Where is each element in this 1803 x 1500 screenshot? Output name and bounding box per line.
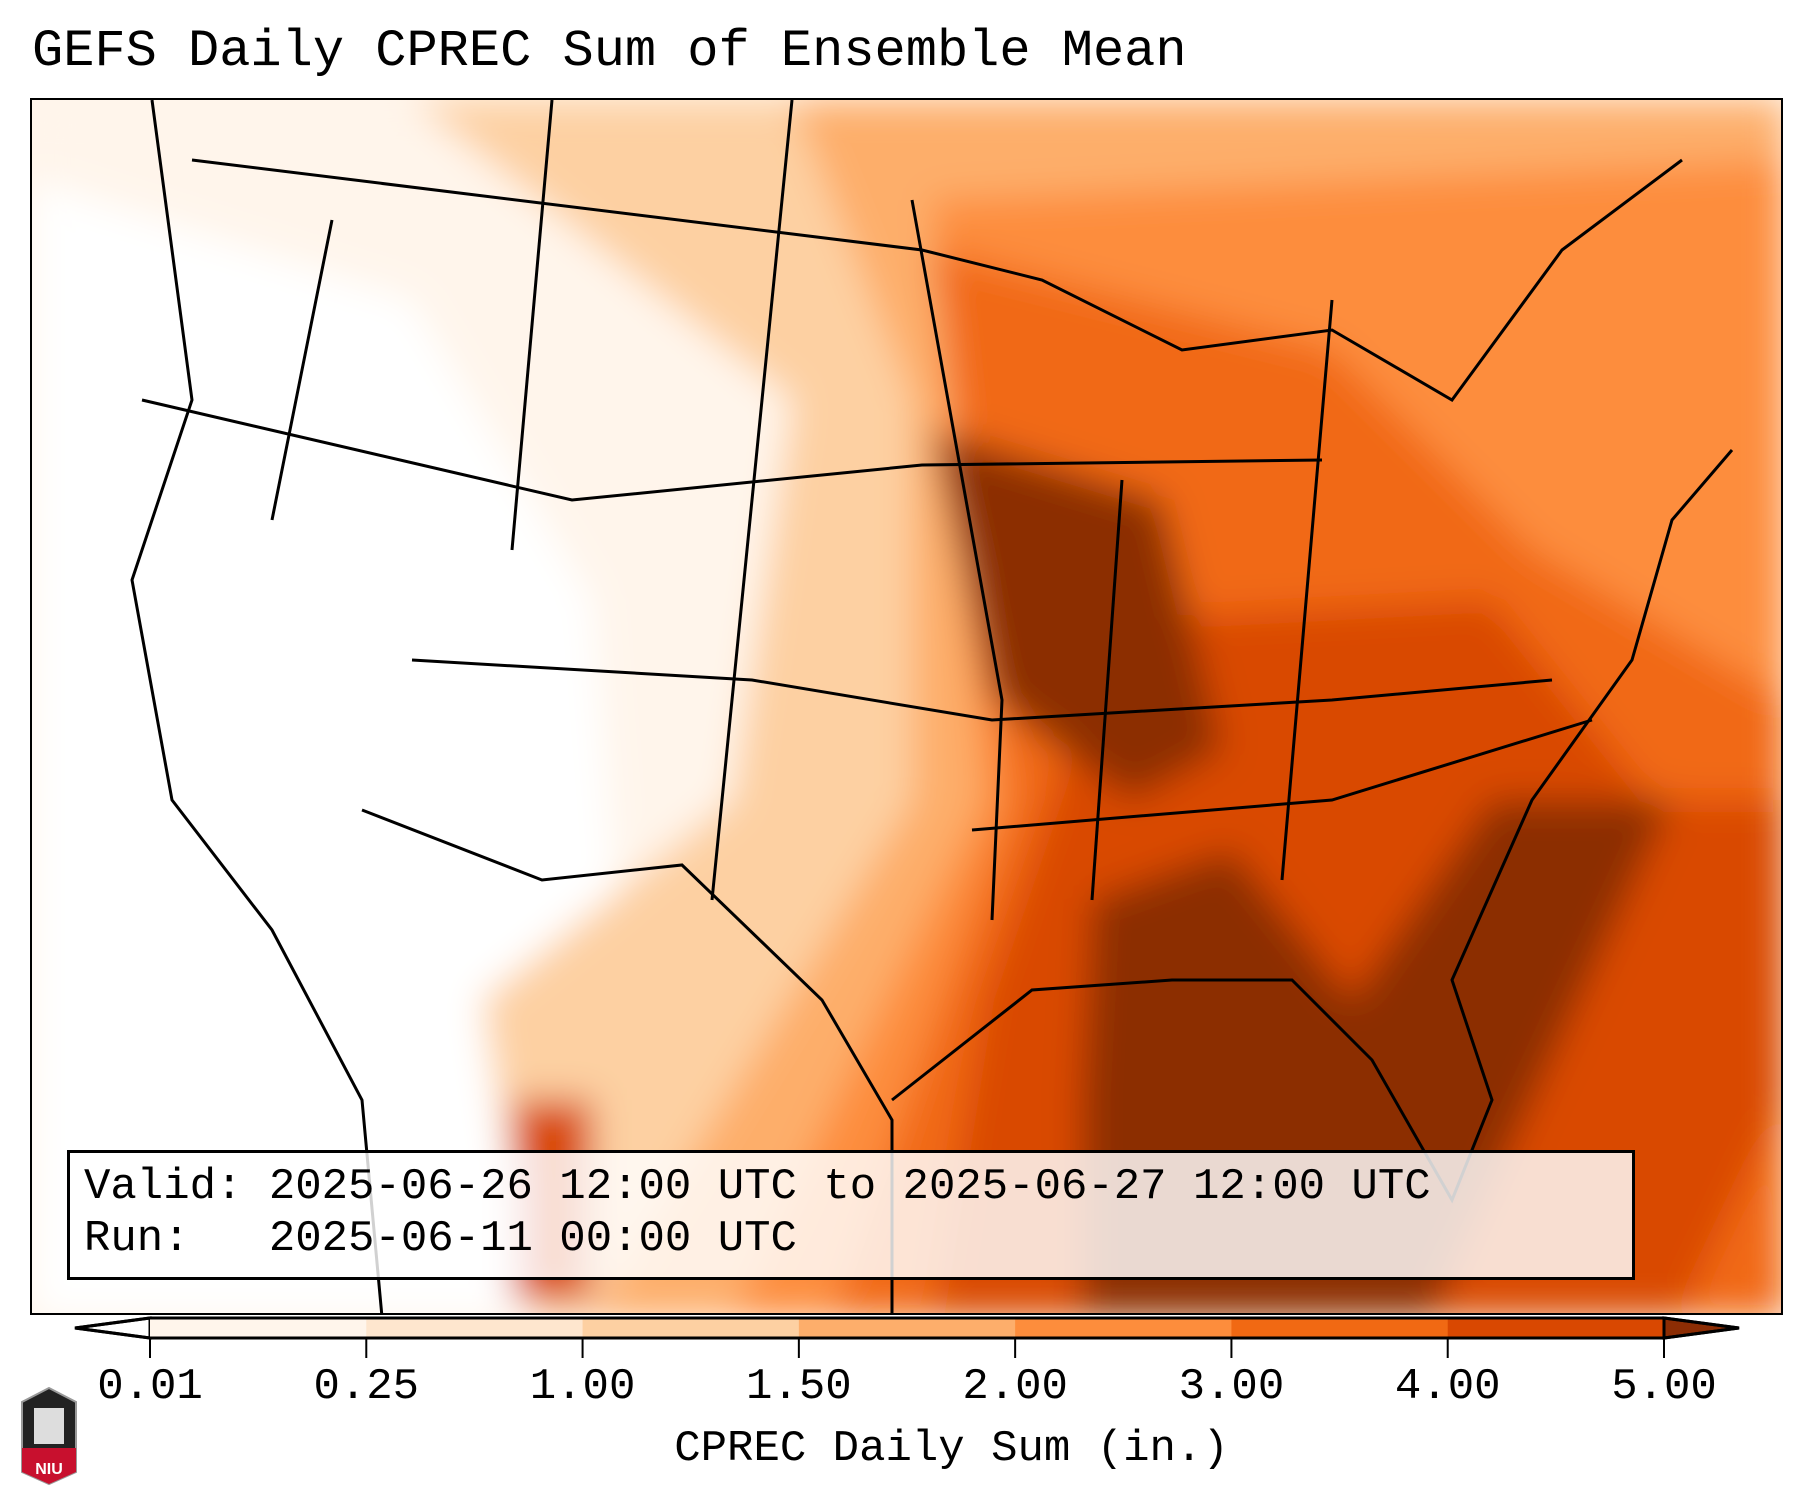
state-line-3 [270,219,334,521]
colorbar-bin-1 [366,1318,584,1338]
colorbar-over-triangle [1662,1316,1740,1340]
colorbar-under-triangle [74,1316,152,1340]
colorbar-tick-label: 4.00 [1394,1362,1501,1412]
colorbar-outline [74,1316,1740,1340]
colorbar-tick-label: 2.00 [962,1362,1068,1412]
run-value: 2025-06-11 00:00 UTC [268,1214,797,1264]
map-svg [32,100,1781,1313]
state-line-8 [1280,299,1334,881]
state-line-6 [910,199,1004,921]
state-line-1 [141,398,1323,502]
colorbar-tick-label: 0.25 [313,1362,420,1412]
colorbar-bin-2 [582,1318,800,1338]
chart-title: GEFS Daily CPREC Sum of Ensemble Mean [32,22,1187,81]
valid-label: Valid: [84,1162,243,1212]
valid-value: 2025-06-26 12:00 UTC to 2025-06-27 12:00… [268,1162,1431,1212]
colorbar-bin-6 [1447,1318,1665,1338]
precip-map [30,98,1783,1315]
colorbar-tick-label: 0.01 [97,1362,203,1412]
state-line-4 [510,100,554,551]
state-line-9 [971,718,1593,832]
colorbar-tick-label: 1.00 [529,1362,636,1412]
valid-line: Valid: 2025-06-26 12:00 UTC to 2025-06-2… [84,1161,1618,1213]
colorbar-tick-label: 3.00 [1178,1362,1285,1412]
colorbar-label: CPREC Daily Sum (in.) [674,1424,1229,1474]
west-coast [130,100,384,1313]
colorbar-tick-label: 5.00 [1611,1362,1717,1412]
niu-logo: NIU [21,1386,77,1486]
state-line-5 [710,100,794,901]
northern-border [191,158,1683,402]
state-line-7 [1090,479,1124,901]
colorbar-bin-0 [150,1318,367,1338]
run-label: Run: [84,1214,190,1264]
colorbar-bin-4 [1015,1318,1232,1338]
colorbar-bin-5 [1231,1318,1449,1338]
run-line: Run: 2025-06-11 00:00 UTC [84,1213,1618,1265]
colorbar-bin-3 [798,1318,1016,1338]
svg-text:NIU: NIU [35,1461,63,1478]
state-line-2 [411,658,1553,722]
colorbar-tick-label: 1.50 [746,1362,852,1412]
precip-field [32,100,1781,1313]
info-box: Valid: 2025-06-26 12:00 UTC to 2025-06-2… [67,1150,1635,1280]
